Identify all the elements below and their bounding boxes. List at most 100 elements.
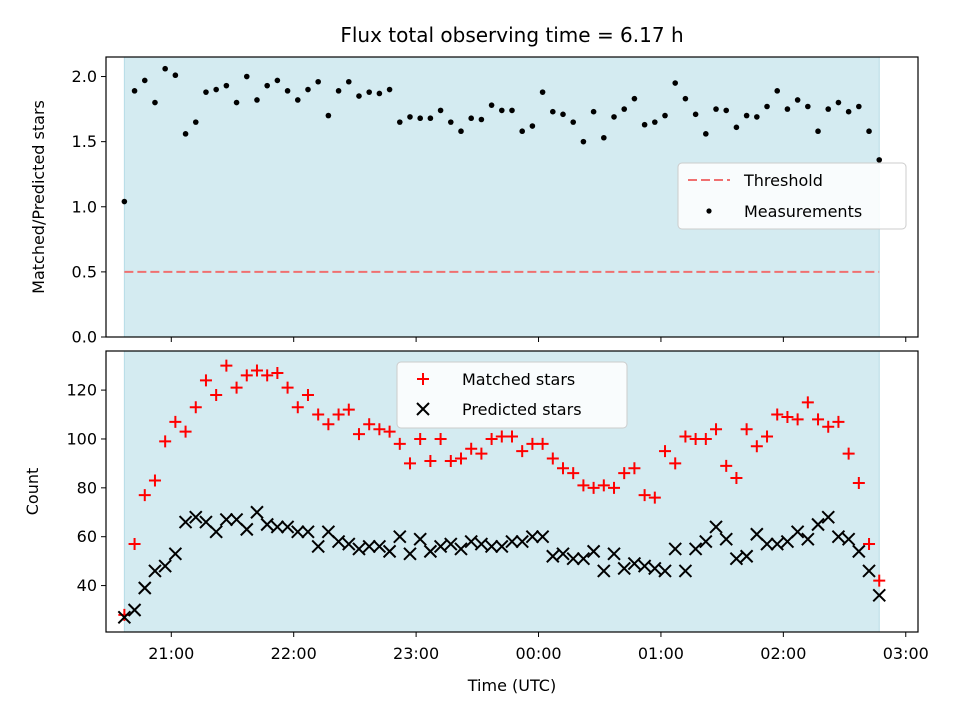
measurement-point [641, 121, 648, 128]
predicted-star-point [801, 532, 815, 546]
top-y-tick-label: 1.0 [72, 197, 97, 216]
measurement-point [325, 112, 332, 119]
measurement-point [825, 106, 832, 112]
predicted-star-point [301, 525, 315, 539]
measurement-point [550, 108, 556, 115]
predicted-star-point [505, 534, 519, 549]
predicted-star-point [127, 603, 142, 617]
predicted-star-point [831, 529, 846, 544]
matched-star-point [363, 418, 376, 431]
predicted-star-point [291, 525, 305, 539]
measurement-point [182, 131, 189, 137]
bottom-plot-frame [105, 350, 919, 633]
matched-star-point [567, 467, 580, 480]
predicted-star-point [566, 551, 580, 566]
chart-title: Flux total observing time = 6.17 h [340, 23, 683, 47]
measurement-point [703, 131, 709, 137]
legend-measurements-swatch [706, 208, 712, 214]
bottom-y-tick-label: 60 [77, 527, 97, 546]
measurement-point [652, 119, 658, 125]
matched-star-point [332, 408, 345, 421]
measurement-point [539, 89, 546, 95]
predicted-star-point [648, 561, 662, 576]
measurement-point [131, 88, 138, 94]
measurement-point [498, 107, 505, 114]
measurement-point [192, 119, 199, 125]
x-tick-label: 01:00 [638, 644, 684, 663]
matched-star-point [250, 364, 263, 377]
measurement-point [488, 102, 495, 108]
measurement-point [254, 97, 260, 103]
measurement-point [274, 77, 281, 84]
legend-threshold-label: Threshold [743, 171, 823, 190]
measurement-point [723, 107, 730, 114]
measurement-point [305, 86, 311, 93]
matched-star-point [434, 432, 447, 445]
matched-star-point [271, 366, 284, 379]
measurement-point [162, 65, 168, 72]
matched-star-point [189, 401, 202, 414]
bottom-y-tick-label: 80 [77, 478, 97, 497]
matched-star-point [873, 574, 886, 587]
measurement-point [805, 103, 811, 110]
x-tick-label: 02:00 [760, 644, 806, 663]
predicted-star-point [250, 505, 264, 519]
top-y-tick-label: 0.5 [72, 262, 97, 281]
bottom-y-tick-label: 40 [77, 576, 97, 595]
top-plot: 0.00.51.01.52.0 Matched/Predicted stars … [29, 56, 919, 347]
matched-star-point [648, 491, 661, 504]
predicted-star-point [168, 547, 183, 561]
predicted-star-point [586, 544, 601, 559]
predicted-star-point [413, 532, 427, 546]
measurement-point [356, 93, 362, 99]
measurement-point [243, 73, 250, 80]
bottom-x-ticks: 21:00 22:00 23:00 00:00 01:00 02:00 03:00 [148, 632, 929, 663]
matched-star-point [159, 435, 172, 448]
matched-star-point [424, 454, 437, 467]
predicted-star-point [393, 529, 407, 544]
measurement-point [876, 157, 883, 163]
top-y-axis-label: Matched/Predicted stars [29, 100, 48, 294]
matched-star-point [148, 474, 161, 487]
x-tick-label: 22:00 [271, 644, 317, 663]
matched-star-point [791, 413, 804, 426]
predicted-star-point [117, 610, 132, 625]
measurement-point [294, 97, 301, 103]
predicted-star-point [495, 539, 509, 554]
matched-star-point [169, 415, 182, 428]
predicted-star-point [576, 551, 591, 566]
predicted-star-point [821, 510, 835, 524]
measurement-point [784, 106, 791, 112]
matched-star-point [383, 425, 396, 438]
matched-star-point [393, 437, 406, 450]
predicted-star-point [597, 564, 611, 578]
predicted-star-point [464, 534, 478, 549]
bottom-y-tick-label: 100 [66, 429, 97, 448]
top-legend: Threshold Measurements [677, 162, 907, 230]
measurement-point [794, 97, 801, 103]
matched-star-point [740, 423, 753, 436]
measurement-points [121, 65, 883, 205]
measurement-point [856, 103, 862, 110]
matched-star-point [618, 467, 631, 480]
predicted-star-point [382, 544, 397, 559]
predicted-star-point [403, 547, 417, 561]
x-tick-label: 21:00 [148, 644, 194, 663]
matched-star-point [659, 445, 672, 458]
matched-star-point [261, 369, 274, 382]
x-axis-label: Time (UTC) [467, 676, 556, 695]
bottom-y-tick-label: 120 [66, 381, 97, 400]
matched-stars-points [118, 359, 886, 621]
predicted-star-point [423, 544, 438, 559]
predicted-star-point [362, 539, 376, 554]
measurement-point [152, 99, 158, 106]
predicted-star-point [280, 520, 295, 534]
measurement-point [427, 115, 434, 122]
measurement-point [529, 123, 536, 129]
predicted-star-point [433, 539, 448, 554]
measurement-point [141, 77, 148, 84]
measurement-point [621, 106, 628, 112]
bottom-y-ticks: 40 60 80 100 120 [66, 381, 106, 595]
predicted-star-point [484, 539, 499, 554]
